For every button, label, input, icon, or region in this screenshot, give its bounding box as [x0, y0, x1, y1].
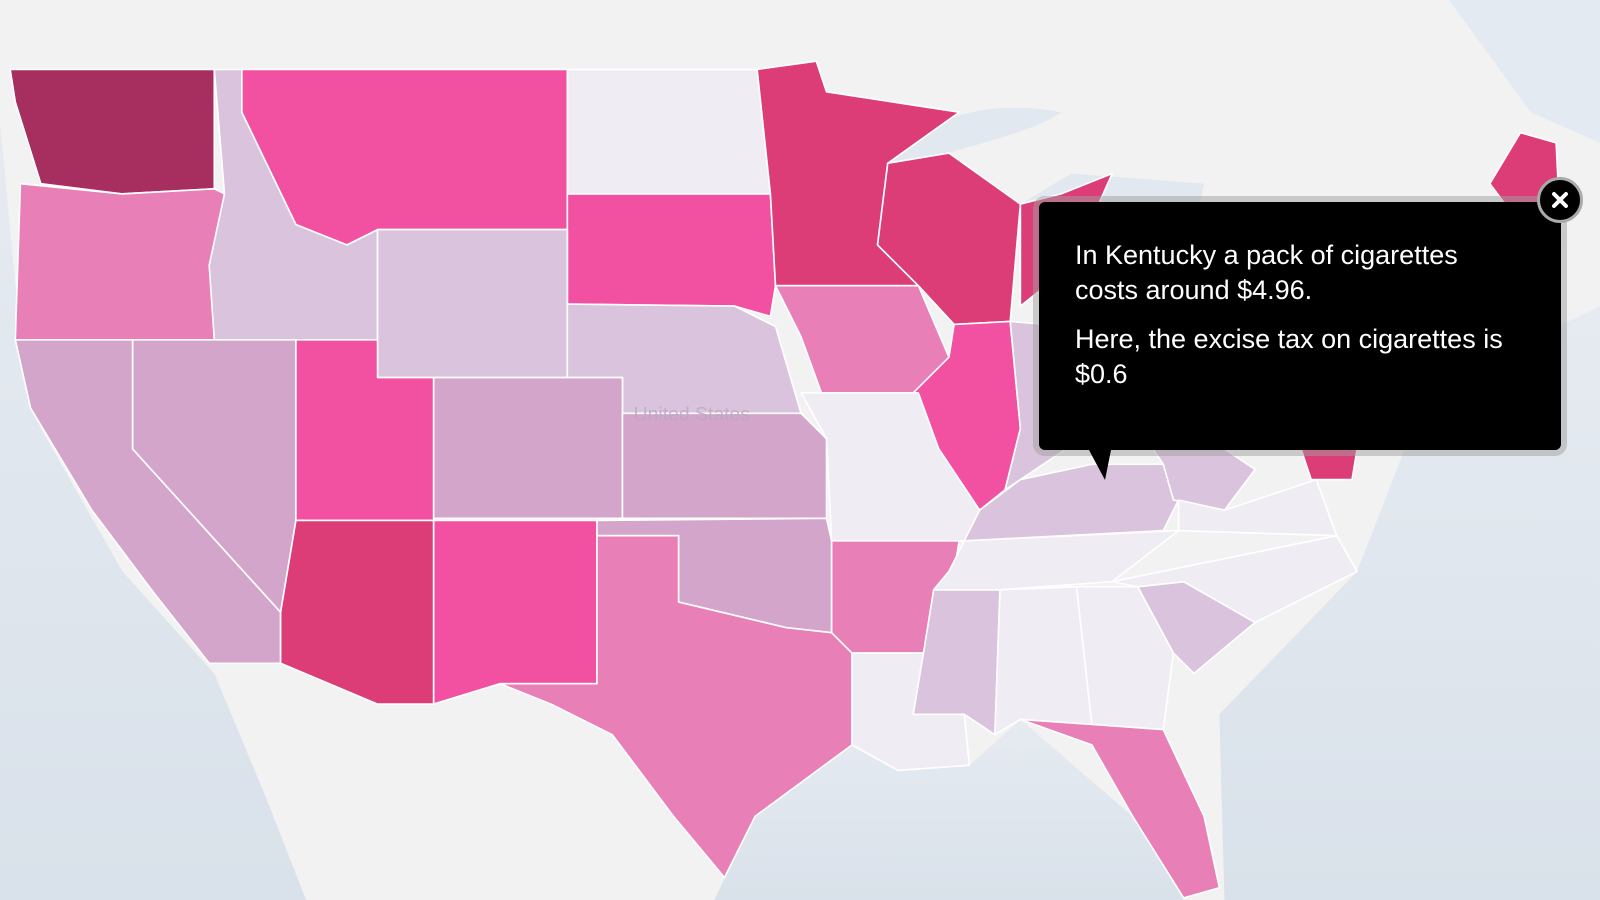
state[interactable] — [14, 182, 226, 341]
state[interactable] — [9, 68, 216, 195]
state[interactable] — [432, 519, 598, 705]
country-label: United States — [634, 403, 750, 425]
tooltip-text: In Kentucky a pack of cigarettes costs a… — [1075, 240, 1458, 305]
ocean — [1219, 306, 1600, 900]
state[interactable] — [566, 68, 772, 195]
close-icon — [1552, 192, 1568, 208]
state[interactable] — [432, 376, 624, 520]
close-button[interactable] — [1537, 177, 1583, 223]
state[interactable] — [566, 193, 777, 318]
state[interactable] — [621, 412, 828, 520]
state[interactable] — [1075, 585, 1175, 731]
tooltip-text: Here, the excise tax on cigarettes is $0… — [1075, 324, 1503, 389]
ocean — [0, 122, 307, 900]
gulf — [714, 719, 1184, 900]
water — [1448, 0, 1600, 143]
tooltip: In Kentucky a pack of cigarettes costs a… — [1039, 202, 1561, 480]
state[interactable] — [376, 228, 569, 379]
state[interactable] — [1019, 718, 1221, 899]
state[interactable] — [279, 519, 435, 705]
state[interactable] — [774, 284, 950, 394]
states — [9, 60, 1563, 899]
state[interactable] — [994, 585, 1093, 736]
state[interactable] — [1177, 478, 1338, 537]
state[interactable] — [499, 534, 853, 879]
lake — [887, 107, 1062, 164]
tooltip-pointer — [1089, 450, 1111, 480]
state[interactable] — [1300, 448, 1358, 481]
